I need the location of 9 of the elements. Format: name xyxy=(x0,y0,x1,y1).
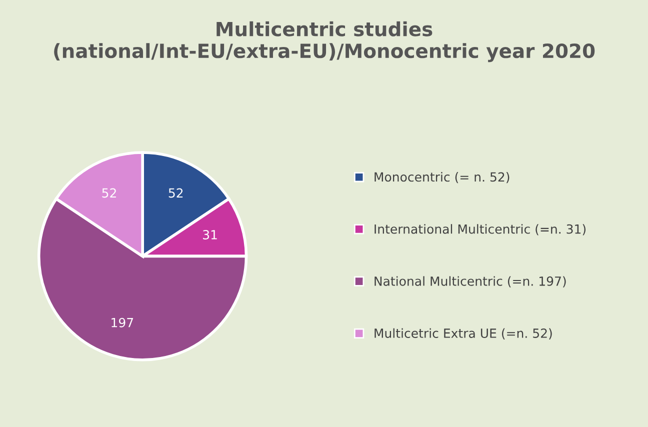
data-label: 31 xyxy=(203,230,217,240)
data-label: 52 xyxy=(102,188,116,198)
legend-label: Monocentric (= n. 52) xyxy=(374,172,510,184)
chart-title: Multicentric studies (national/Int-EU/extra-EU)/Monocentric year 2020 xyxy=(54,21,595,62)
data-label: 52 xyxy=(168,188,183,198)
data-label: 197 xyxy=(112,318,134,328)
legend-label: International Multicentric (=n. 31) xyxy=(374,224,586,236)
legend-label: National Multicentric (=n. 197) xyxy=(374,276,566,288)
legend-label: Multicetric Extra UE (=n. 52) xyxy=(374,328,552,340)
